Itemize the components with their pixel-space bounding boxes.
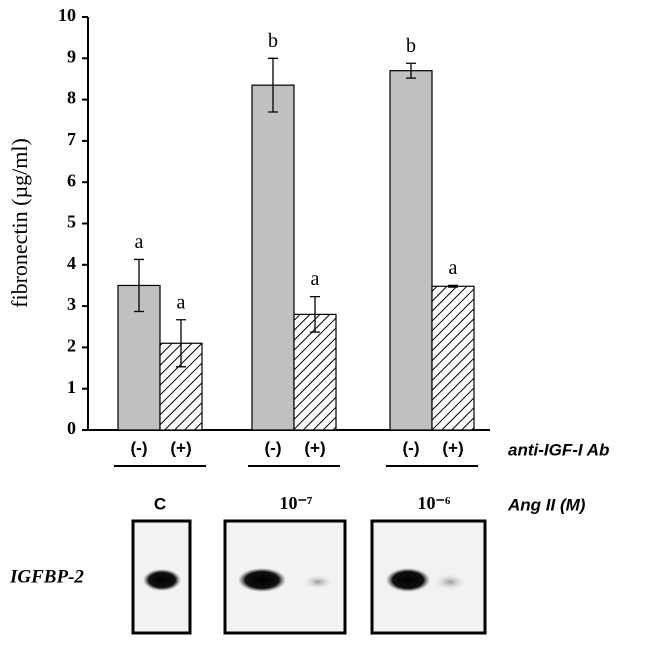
y-tick-label: 1	[67, 377, 76, 397]
series-label: (+)	[304, 438, 325, 457]
error-bar	[134, 258, 144, 313]
category-label: C	[154, 494, 166, 513]
y-tick-label: 3	[67, 294, 76, 314]
y-tick-label: 5	[67, 212, 76, 232]
blots	[131, 519, 487, 635]
significance-letter: a	[449, 257, 458, 279]
significance-letter: a	[177, 291, 186, 313]
blot-label: IGFBP-2	[9, 566, 84, 587]
significance-letter: a	[135, 231, 144, 253]
error-bar	[176, 319, 186, 368]
bar	[251, 84, 295, 431]
bar	[389, 70, 433, 431]
bar	[431, 285, 475, 431]
series-label: (+)	[442, 438, 463, 457]
y-axis-label: fibronectin (µg/ml)	[7, 138, 32, 308]
category-label: 10⁻⁶	[418, 493, 452, 513]
y-tick-label: 10	[58, 5, 76, 25]
error-bar	[310, 295, 320, 333]
series-label: (-)	[265, 438, 282, 457]
y-tick-label: 4	[67, 253, 76, 273]
bar	[293, 313, 337, 431]
series-label: (-)	[403, 438, 420, 457]
significance-letter: b	[268, 30, 278, 52]
significance-letter: b	[406, 35, 416, 57]
series-label: (-)	[131, 438, 148, 457]
y-tick-label: 9	[67, 46, 76, 66]
y-tick-label: 6	[67, 170, 76, 190]
category-label: 10⁻⁷	[280, 493, 314, 513]
category-label: Ang II (M)	[507, 495, 586, 514]
y-tick-label: 0	[67, 418, 76, 438]
error-bar	[448, 284, 458, 288]
y-tick-label: 2	[67, 336, 76, 356]
y-tick-label: 7	[67, 129, 76, 149]
y-tick-label: 8	[67, 88, 76, 108]
series-label: anti-IGF-I Ab	[508, 440, 609, 459]
error-bar	[406, 62, 416, 79]
significance-letter: a	[311, 268, 320, 290]
series-label: (+)	[170, 438, 191, 457]
error-bar	[268, 57, 278, 113]
